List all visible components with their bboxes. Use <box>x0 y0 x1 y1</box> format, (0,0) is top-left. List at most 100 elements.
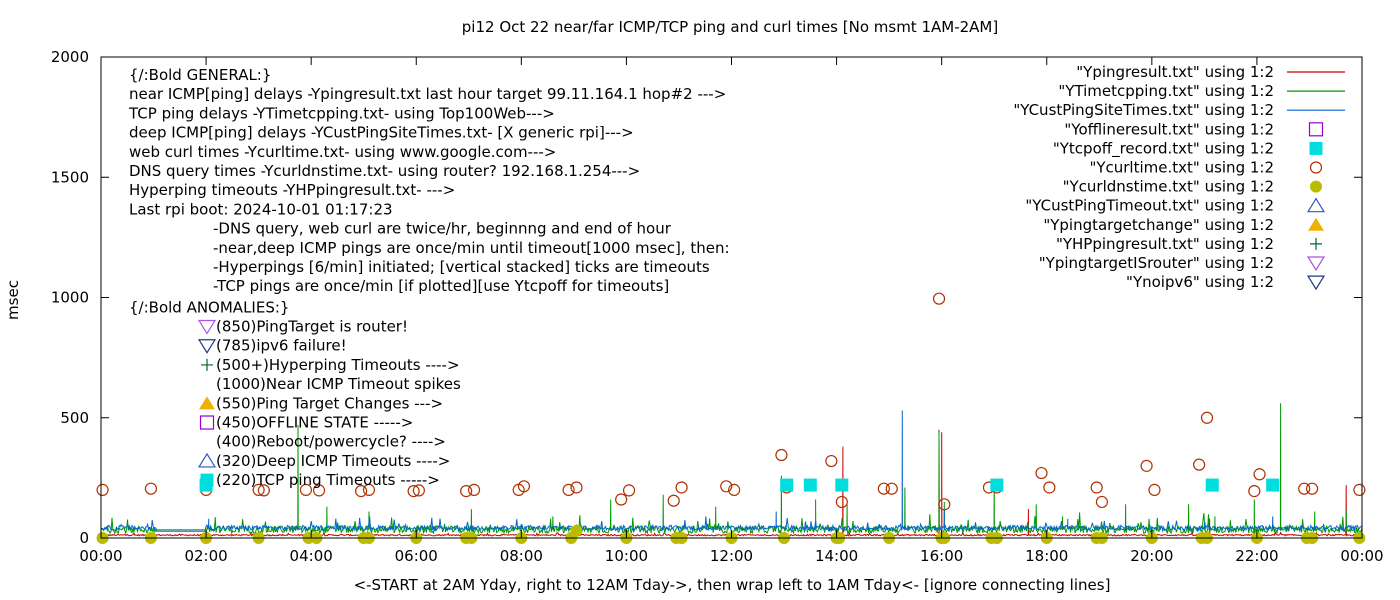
legend-label: "Ytcpoff_record.txt" using 1:2 <box>1053 139 1274 158</box>
series-points-ytcpoff-record-txt-using-1-2 <box>199 478 1280 492</box>
data-point <box>1095 495 1109 509</box>
data-point <box>728 483 741 496</box>
data-point <box>1266 478 1280 492</box>
x-tick-label: 02:00 <box>184 547 227 565</box>
data-point <box>412 484 425 497</box>
y-tick-label: 500 <box>60 409 89 427</box>
data-point <box>252 483 265 496</box>
data-point <box>517 480 531 493</box>
legend-swatch <box>1308 122 1324 137</box>
data-point <box>1205 478 1219 492</box>
anomaly-marker <box>197 319 217 335</box>
data-point <box>1148 483 1161 496</box>
annotation-line: near ICMP[ping] delays -Ypingresult.txt … <box>129 85 726 103</box>
data-point <box>96 483 109 496</box>
data-point <box>1305 482 1319 495</box>
series-line-ycustpingsitetimes-txt-using-1-2 <box>100 410 1363 533</box>
anomaly-marker <box>199 396 215 410</box>
legend-label: "Ypingtargetchange" using 1:2 <box>1043 216 1274 234</box>
annotation-note: -DNS query, web curl are twice/hr, begin… <box>213 220 672 238</box>
annotation-note: -Hyperpings [6/min] initiated; [vertical… <box>213 258 710 276</box>
data-point <box>144 482 158 495</box>
annotation-note: -TCP pings are once/min [if plotted][use… <box>213 277 669 295</box>
annotation-block: {/:Bold GENERAL:}near ICMP[ping] delays … <box>128 66 730 489</box>
x-tick-label: 08:00 <box>500 547 543 565</box>
annotation-line: TCP ping delays -YTimetcpping.txt- using… <box>128 104 555 122</box>
data-point <box>1090 481 1103 494</box>
x-tick-label: 10:00 <box>605 547 648 565</box>
legend-label: "Ynoipv6" using 1:2 <box>1126 273 1274 291</box>
legend-label: "YpingtargetISrouter" using 1:2 <box>1039 254 1274 272</box>
legend-swatch <box>1308 217 1324 231</box>
anomaly-line: (1000)Near ICMP Timeout spikes <box>216 375 461 393</box>
legend-label: "YTimetcpping.txt" using 1:2 <box>1058 82 1274 100</box>
anomaly-marker <box>197 452 217 468</box>
anomaly-line: (400)Reboot/powercycle? ----> <box>216 433 446 451</box>
anomaly-line: (320)Deep ICMP Timeouts ----> <box>216 452 450 470</box>
y-tick-label: 0 <box>79 529 89 547</box>
data-point <box>1253 468 1266 481</box>
data-point <box>460 485 473 498</box>
x-tick-label: 00:00 <box>1340 547 1383 565</box>
legend-swatch <box>1306 275 1326 291</box>
data-point <box>1353 483 1366 496</box>
legend-swatch <box>1310 237 1322 250</box>
legend-swatch <box>1306 197 1326 213</box>
x-tick-label: 04:00 <box>290 547 333 565</box>
legend-label: "Ycurldnstime.txt" using 1:2 <box>1063 178 1274 196</box>
y-axis-label: msec <box>4 280 22 320</box>
x-axis-label: <-START at 2AM Yday, right to 12AM Tday-… <box>354 576 1111 594</box>
x-tick-label: 12:00 <box>710 547 753 565</box>
data-point <box>780 478 794 492</box>
chart-title: pi12 Oct 22 near/far ICMP/TCP ping and c… <box>462 18 998 36</box>
anomaly-line: (550)Ping Target Changes ---> <box>216 394 443 412</box>
data-point <box>312 484 326 497</box>
annotation-line: deep ICMP[ping] delays -YCustPingSiteTim… <box>129 124 634 142</box>
legend-label: "YCustPingTimeout.txt" using 1:2 <box>1025 197 1274 215</box>
data-point <box>570 524 583 537</box>
data-point <box>1140 459 1153 472</box>
y-tick-label: 1500 <box>51 168 89 186</box>
y-tick-label: 1000 <box>51 289 89 307</box>
data-point <box>622 484 636 497</box>
annotation-note: -near,deep ICMP pings are once/min until… <box>213 239 730 257</box>
data-point <box>720 480 733 493</box>
series-points-ycurltime-txt-using-1-2 <box>96 292 1366 511</box>
legend-swatch <box>1309 141 1323 155</box>
data-point <box>407 485 420 498</box>
data-point <box>467 483 481 496</box>
legend-swatch <box>1310 180 1322 193</box>
data-point <box>803 478 817 492</box>
data-point <box>562 483 575 496</box>
annotation-line: Last rpi boot: 2024-10-01 01:17:23 <box>129 200 393 218</box>
x-tick-label: 06:00 <box>395 547 438 565</box>
data-point <box>257 484 270 497</box>
legend-label: "YCustPingSiteTimes.txt" using 1:2 <box>1013 101 1274 119</box>
data-point <box>825 454 838 468</box>
data-point <box>667 494 680 507</box>
data-point <box>570 481 583 494</box>
anomaly-marker <box>200 473 214 487</box>
data-point <box>299 483 313 496</box>
legend-swatch <box>1309 161 1323 174</box>
data-point <box>885 482 898 495</box>
x-tick-label: 22:00 <box>1235 547 1278 565</box>
x-tick-label: 00:00 <box>79 547 122 565</box>
data-point <box>775 448 788 462</box>
data-point <box>362 483 376 496</box>
anomaly-line: (450)OFFLINE STATE -----> <box>216 414 413 432</box>
data-point <box>1043 481 1056 494</box>
x-tick-label: 20:00 <box>1130 547 1173 565</box>
legend-label: "YHPpingresult.txt" using 1:2 <box>1056 235 1274 253</box>
anomaly-line: (785)ipv6 failure! <box>216 337 347 355</box>
annotation-line: {/:Bold GENERAL:} <box>129 66 271 84</box>
data-point <box>1193 458 1206 471</box>
data-point <box>1035 466 1048 480</box>
y-tick-label: 2000 <box>51 48 89 66</box>
anomaly-marker <box>197 339 217 354</box>
data-point <box>615 493 628 506</box>
data-point <box>1200 411 1214 424</box>
annotation-line: Hyperping timeouts -YHPpingresult.txt- -… <box>129 181 455 199</box>
anomaly-line: (500+)Hyperping Timeouts ----> <box>216 356 460 374</box>
